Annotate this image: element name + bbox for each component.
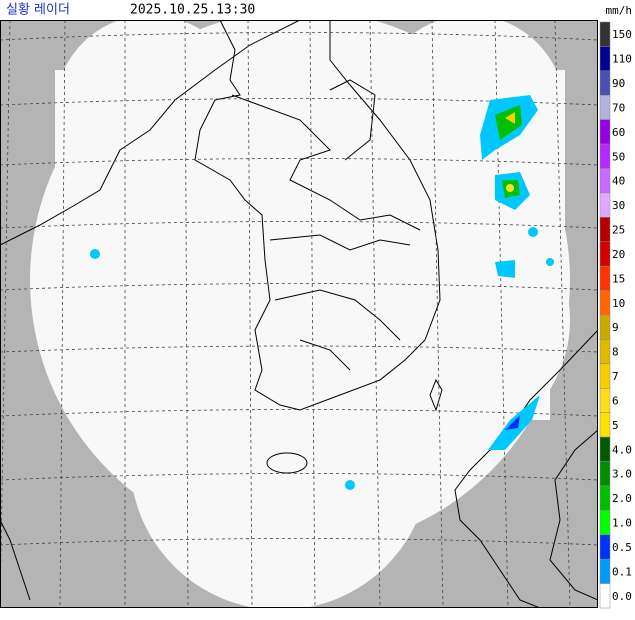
legend-swatch: [599, 119, 611, 145]
legend: 150 110 90 70 60 50 40 30 25 20 15 10 9 8 7 6 5 4.0 3.0 2.0…: [599, 21, 632, 609]
legend-swatch: [599, 265, 611, 291]
legend-label: 15: [612, 272, 625, 285]
legend-swatch: [599, 363, 611, 389]
legend-swatch: [599, 412, 611, 438]
legend-label: 5: [612, 419, 619, 432]
legend-label: 25: [612, 224, 625, 237]
legend-swatch: [599, 217, 611, 242]
legend-label: 2.0: [612, 492, 632, 505]
legend-swatch: [599, 143, 611, 169]
legend-swatch: [599, 510, 611, 536]
legend-label: 0.1: [612, 565, 632, 578]
legend-label: 90: [612, 77, 625, 90]
legend-label: 20: [612, 248, 625, 261]
legend-swatch: [599, 388, 611, 413]
legend-label: 60: [612, 126, 625, 139]
legend-swatch: [599, 21, 611, 47]
legend-swatch: [599, 436, 611, 462]
legend-swatch: [599, 314, 611, 340]
legend-label: 3.0: [612, 468, 632, 481]
legend-swatch: [599, 558, 611, 584]
legend-label: 50: [612, 150, 625, 163]
page-title: 실황 레이더: [6, 3, 70, 18]
legend-swatch: [599, 534, 611, 560]
legend-label: 4.0: [612, 443, 632, 456]
legend-label: 40: [612, 175, 625, 188]
legend-swatch: [599, 46, 611, 72]
legend-label: 0.0: [612, 590, 632, 603]
legend-swatch: [599, 168, 611, 194]
legend-unit: mm/h: [606, 4, 633, 17]
grid: [0, 20, 598, 608]
legend-swatch: [599, 339, 611, 365]
legend-swatch: [599, 95, 611, 120]
legend-label: 6: [612, 394, 619, 407]
legend-swatch: [599, 70, 611, 96]
rain-echoes: [90, 95, 554, 490]
legend-label: 7: [612, 370, 619, 383]
legend-swatch: [599, 485, 611, 511]
legend-label: 0.5: [612, 541, 632, 554]
legend-swatch: [599, 192, 611, 218]
coastlines: [0, 20, 598, 608]
radar-coverage: [30, 20, 570, 608]
legend-label: 110: [612, 53, 632, 66]
legend-label: 8: [612, 346, 619, 359]
legend-swatch: [599, 241, 611, 267]
map: [0, 20, 598, 608]
map-frame: [0, 20, 598, 608]
legend-label: 70: [612, 101, 625, 114]
legend-label: 30: [612, 199, 625, 212]
legend-label: 1.0: [612, 517, 632, 530]
legend-label: 10: [612, 297, 625, 310]
legend-swatch: [599, 461, 611, 487]
legend-label: 150: [612, 28, 632, 41]
legend-label: 9: [612, 321, 619, 334]
legend-swatch: [599, 290, 611, 316]
legend-swatch: [599, 583, 611, 609]
timestamp: 2025.10.25.13:30: [130, 3, 255, 18]
